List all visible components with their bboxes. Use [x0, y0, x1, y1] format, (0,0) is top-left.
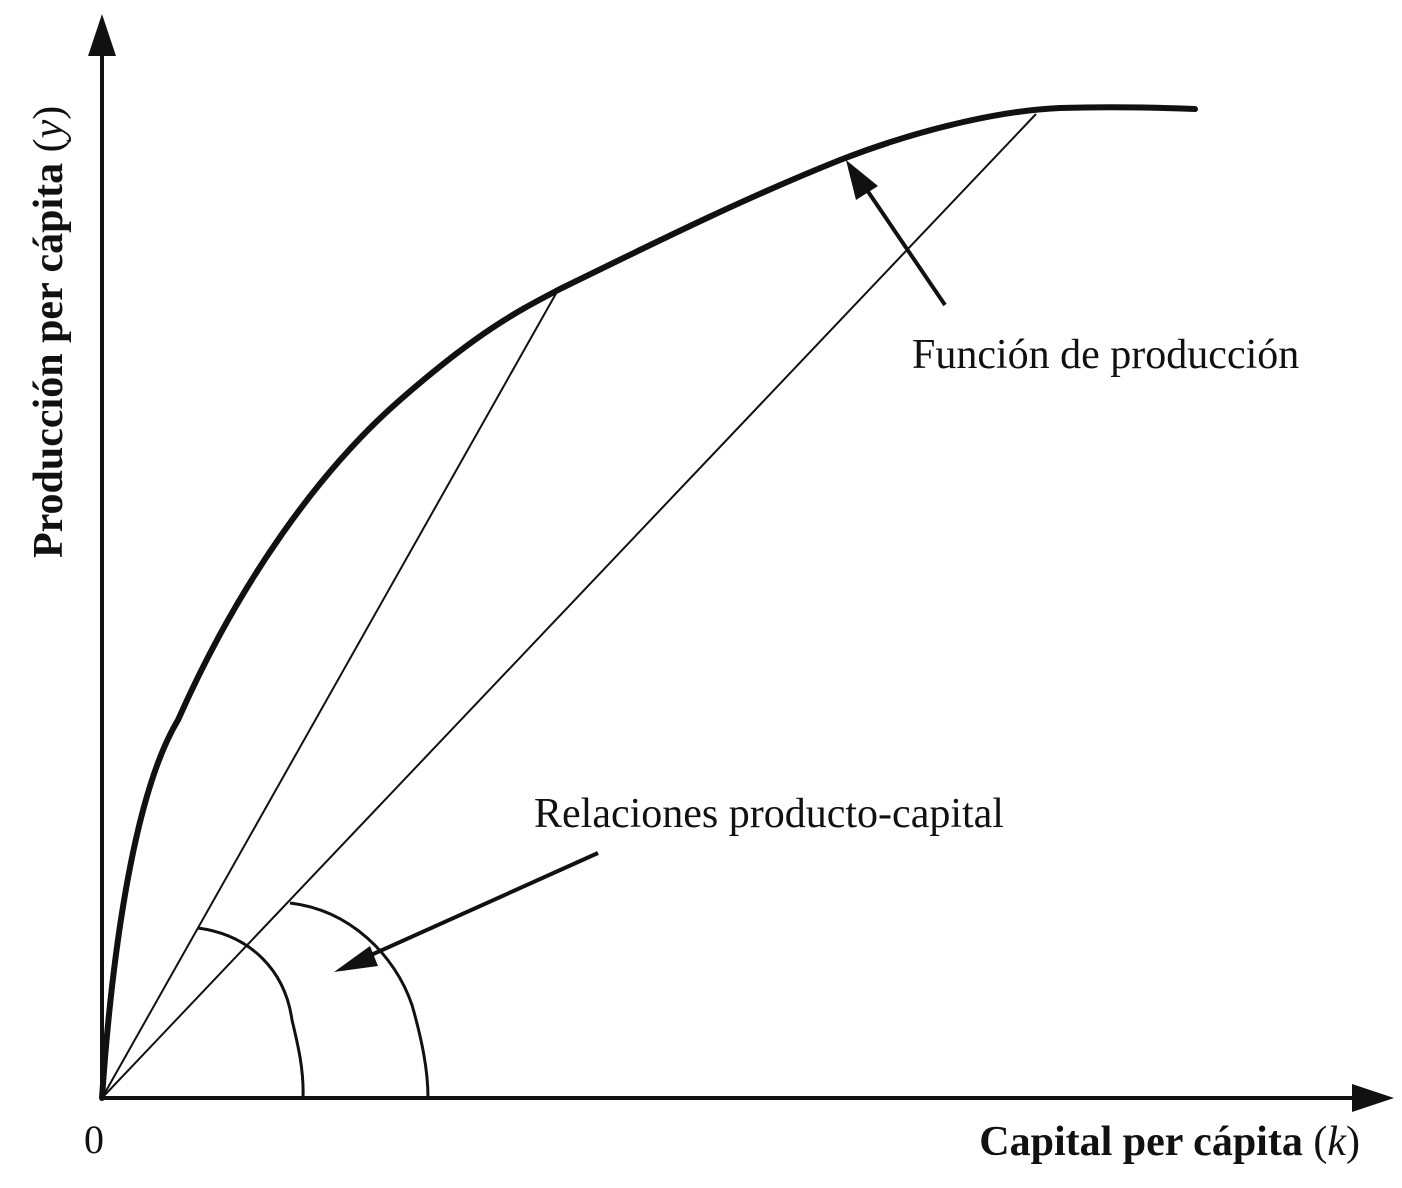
x-axis-var-open: ( [1303, 1119, 1328, 1165]
y-axis-var-open: ( [26, 138, 72, 163]
y-axis-var-close: ) [26, 106, 72, 120]
x-axis [102, 1084, 1394, 1112]
x-axis-arrow-icon [1352, 1084, 1394, 1112]
production-function-curve [99, 104, 1198, 1101]
y-axis-arrow-icon [88, 14, 116, 56]
y-axis-title: Producción per cápita (y) [26, 106, 72, 558]
y-axis [88, 14, 116, 1098]
x-axis-variable: k [1327, 1119, 1347, 1165]
ratios-pointer-arrowhead-icon [334, 946, 378, 972]
origin-label: 0 [84, 1117, 104, 1162]
ratio-angle-arc-outer [289, 901, 430, 1099]
output-capital-ratios-label: Relaciones producto-capital [534, 791, 1004, 837]
x-axis-label: Capital per cápita [979, 1119, 1303, 1165]
production-function-pointer-arrowhead-icon [846, 160, 878, 200]
ratios-pointer-arrow [359, 851, 599, 962]
y-axis-label: Producción per cápita [26, 163, 72, 558]
ratio-angle-arc-inner [197, 926, 305, 1099]
production-function-label: Función de producción [912, 332, 1299, 378]
ratio-ray-shallow [101, 113, 1037, 1099]
y-axis-variable: y [26, 119, 72, 142]
x-axis-var-close: ) [1346, 1119, 1360, 1165]
ratio-ray-steep [101, 289, 559, 1099]
x-axis-title: Capital per cápita (k) [979, 1119, 1360, 1165]
